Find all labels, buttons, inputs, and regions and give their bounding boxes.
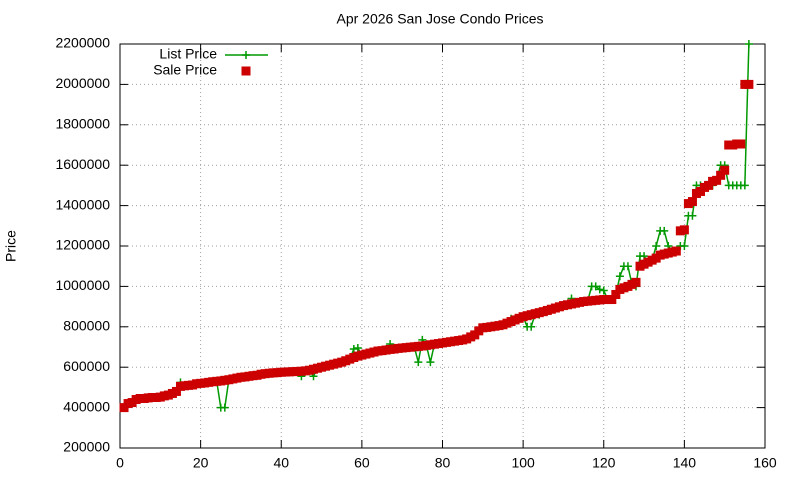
- y-tick-label: 1200000: [55, 237, 110, 253]
- point: [671, 246, 681, 256]
- point: [426, 358, 435, 367]
- point: [679, 225, 689, 235]
- point: [652, 242, 661, 250]
- point: [527, 322, 536, 331]
- point: [615, 272, 624, 281]
- y-tick-label: 1800000: [55, 116, 110, 132]
- point: [631, 277, 641, 287]
- point: [740, 181, 749, 190]
- x-tick-label: 20: [193, 455, 209, 471]
- point: [220, 403, 229, 412]
- y-tick-label: 1000000: [55, 277, 110, 293]
- legend-marker: [242, 51, 250, 59]
- plot-border: [119, 43, 766, 449]
- point: [680, 242, 689, 250]
- y-tick-label: 600000: [63, 358, 110, 374]
- point: [744, 79, 754, 89]
- point: [595, 285, 604, 294]
- point: [171, 386, 181, 396]
- point: [607, 295, 617, 305]
- legend-label: List Price: [159, 46, 217, 62]
- x-tick-label: 160: [753, 455, 777, 471]
- point: [712, 175, 722, 185]
- point: [623, 262, 632, 271]
- point: [660, 226, 669, 235]
- x-tick-label: 0: [116, 455, 124, 471]
- point: [414, 358, 423, 367]
- x-tick-label: 100: [511, 455, 535, 471]
- y-tick-label: 2000000: [55, 75, 110, 91]
- series: [119, 79, 754, 413]
- y-tick-label: 800000: [63, 318, 110, 334]
- legend-marker: [241, 66, 251, 76]
- x-tick-label: 40: [273, 455, 289, 471]
- y-tick-label: 200000: [63, 439, 110, 455]
- chart-title: Apr 2026 San Jose Condo Prices: [336, 11, 543, 27]
- legend-label: Sale Price: [153, 62, 217, 78]
- point: [716, 170, 726, 180]
- y-axis-label: Price: [3, 230, 19, 262]
- point: [611, 289, 621, 299]
- y-tick-label: 1600000: [55, 156, 110, 172]
- point: [599, 286, 608, 295]
- x-tick-label: 120: [592, 455, 616, 471]
- point: [720, 165, 730, 175]
- x-tick-label: 80: [435, 455, 451, 471]
- x-tick-label: 140: [673, 455, 697, 471]
- point: [736, 139, 746, 149]
- point: [687, 197, 697, 207]
- y-tick-label: 400000: [63, 398, 110, 414]
- point: [591, 282, 600, 291]
- point: [744, 40, 753, 48]
- y-tick-label: 1400000: [55, 196, 110, 212]
- x-tick-label: 60: [354, 455, 370, 471]
- y-tick-label: 2200000: [55, 35, 110, 51]
- point: [688, 211, 697, 220]
